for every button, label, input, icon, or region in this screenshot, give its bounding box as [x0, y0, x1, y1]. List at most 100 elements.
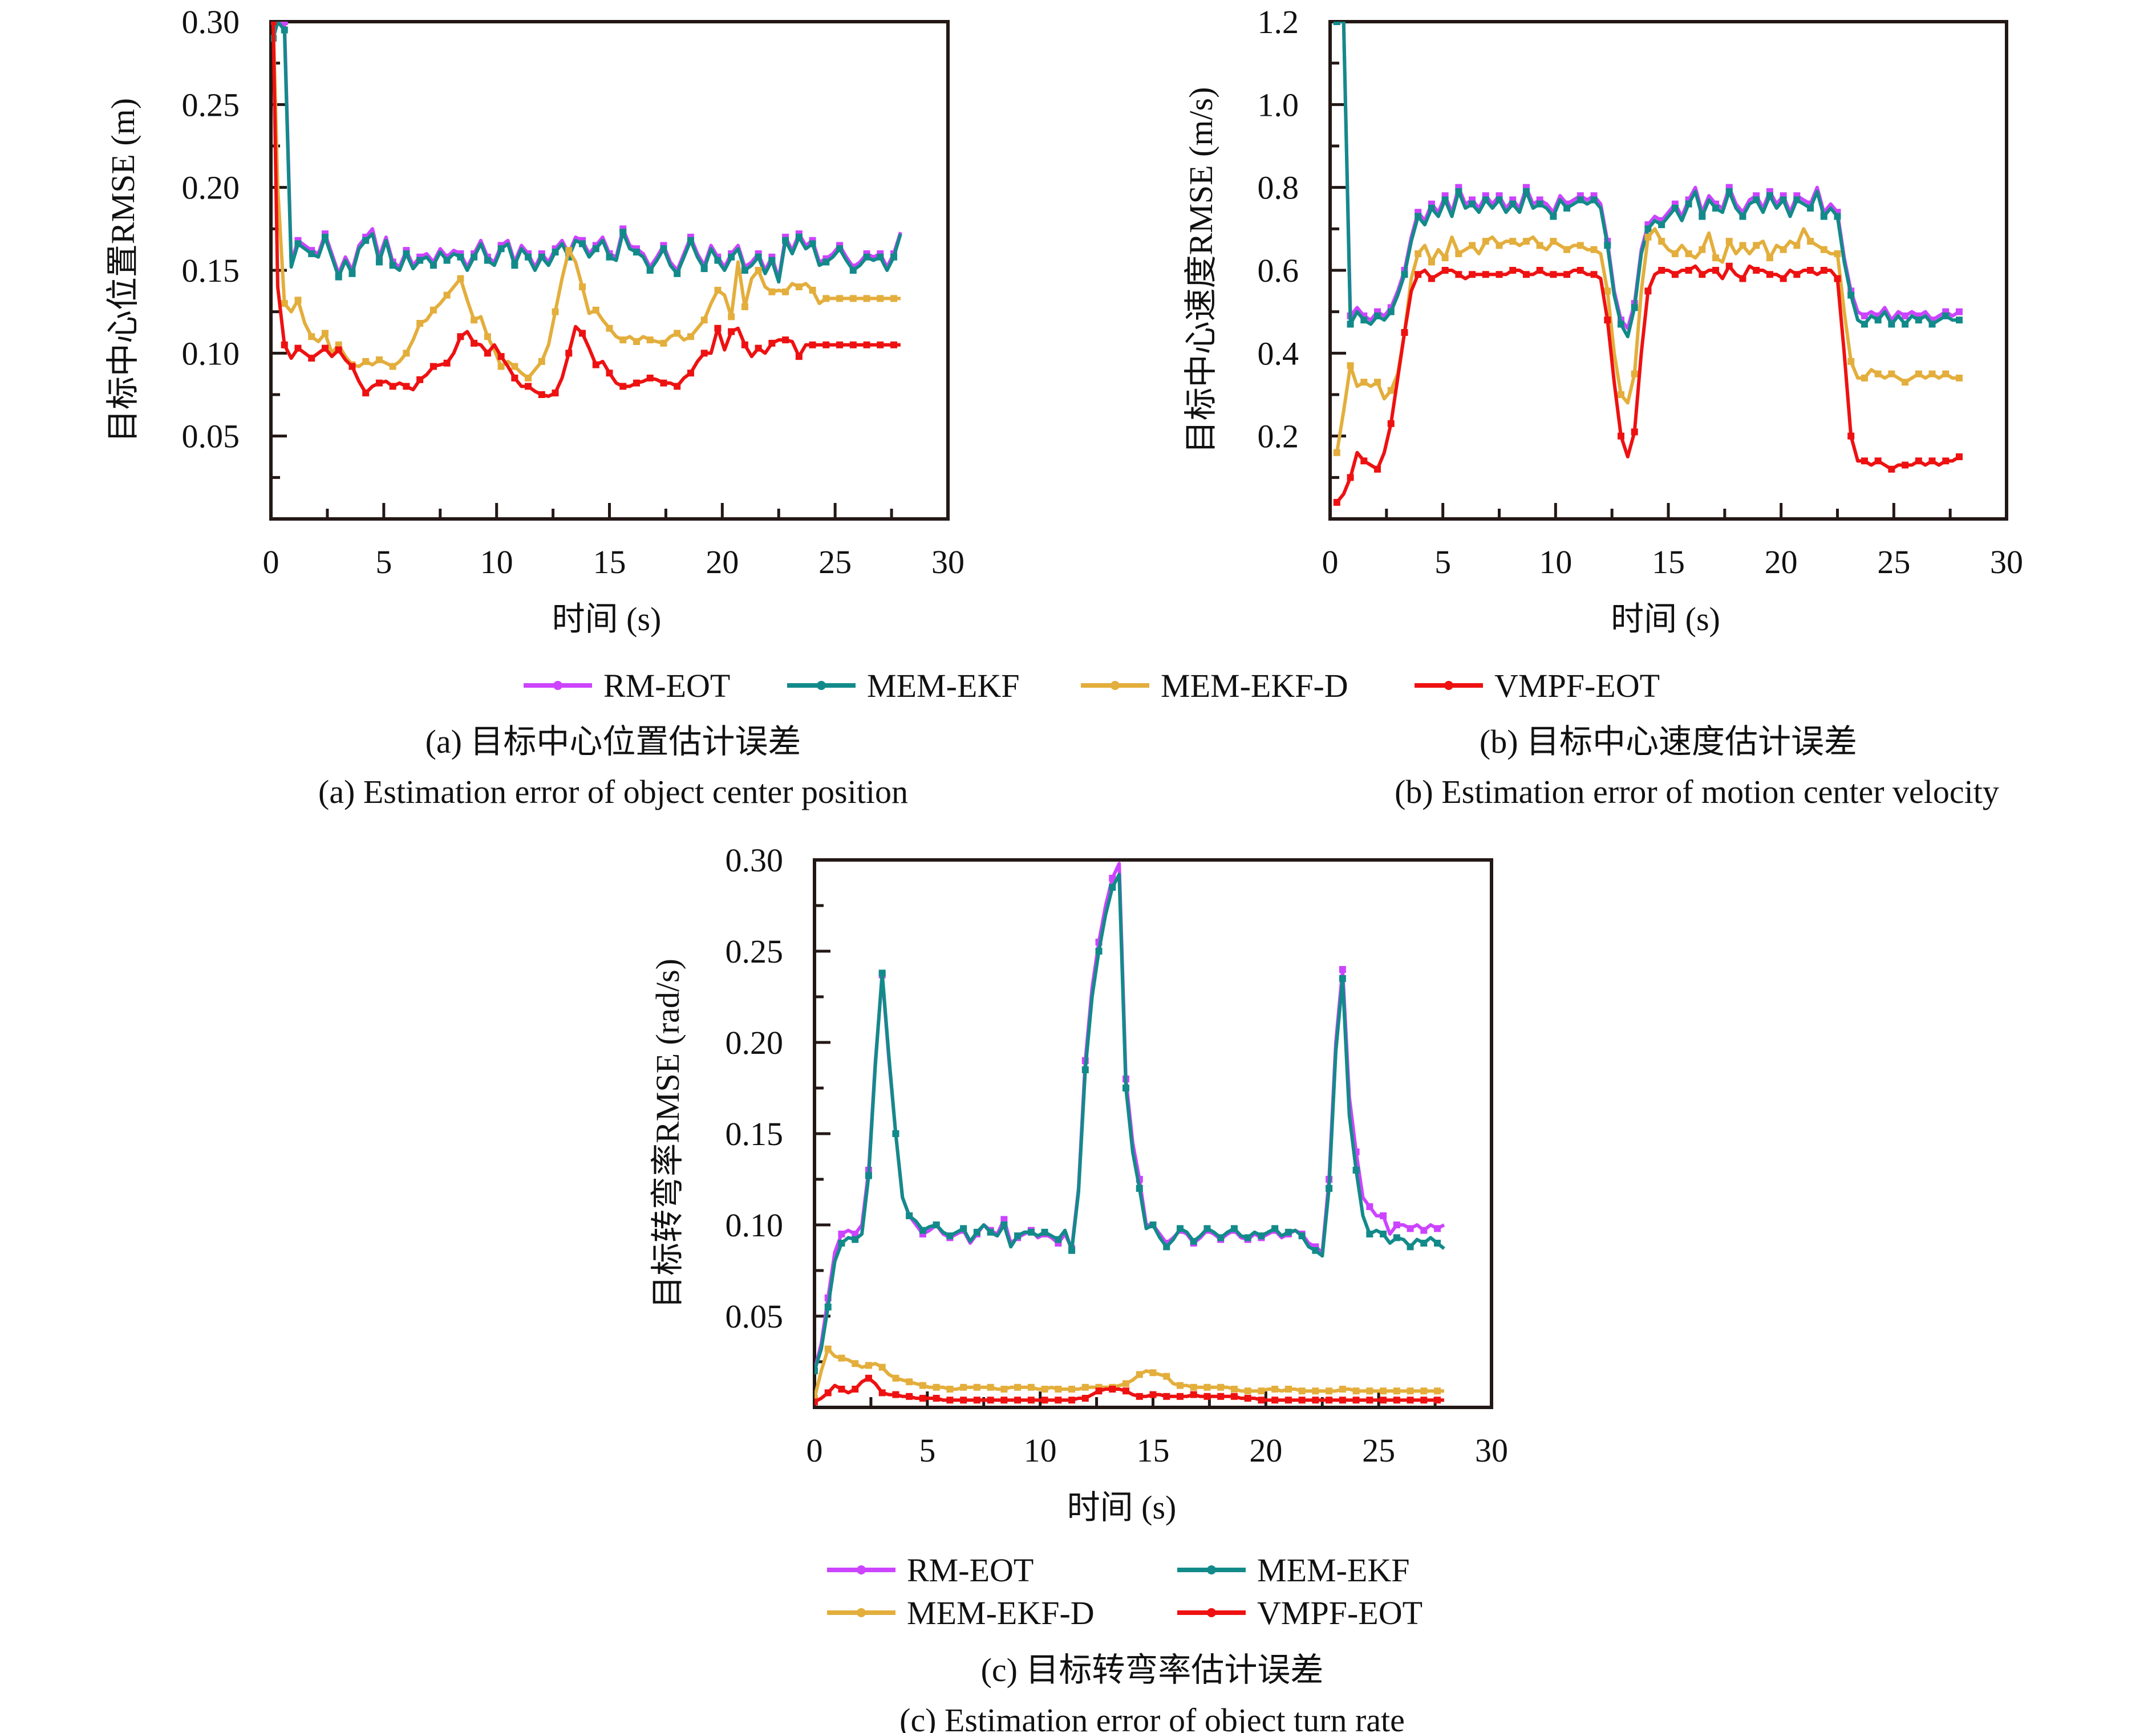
data-point-mem-ekf-d	[646, 336, 654, 344]
data-point-mem-ekf	[1244, 1234, 1251, 1241]
data-point-mem-ekf-d	[1333, 449, 1340, 456]
data-point-vmpf-eot	[700, 350, 708, 357]
data-point-mem-ekf	[878, 969, 886, 977]
data-point-mem-ekf	[674, 270, 681, 277]
data-point-vmpf-eot	[1428, 275, 1435, 282]
data-point-mem-ekf-d	[1041, 1386, 1048, 1393]
data-point-mem-ekf	[1333, 22, 1340, 25]
series-group	[271, 22, 902, 398]
data-point-mem-ekf	[836, 245, 844, 253]
data-point-mem-ekf-d	[687, 333, 694, 340]
data-point-mem-ekf-d	[592, 306, 599, 314]
data-point-mem-ekf-d	[1482, 238, 1489, 245]
data-point-mem-ekf-d	[633, 338, 640, 345]
legend-label: MEM-EKF	[867, 667, 1019, 704]
y-tick-label: 0.20	[726, 1024, 784, 1061]
data-point-mem-ekf-d	[457, 275, 464, 282]
data-point-mem-ekf	[1360, 316, 1368, 324]
x-tick-label: 30	[1475, 1432, 1508, 1469]
data-point-vmpf-eot	[768, 339, 776, 347]
data-point-mem-ekf-d	[1807, 238, 1814, 245]
data-point-vmpf-eot	[1190, 1391, 1197, 1398]
data-point-mem-ekf	[1563, 205, 1571, 212]
y-tick-label: 0.2	[1258, 418, 1299, 455]
data-point-vmpf-eot	[1725, 262, 1733, 270]
data-point-mem-ekf	[824, 1304, 832, 1310]
data-point-vmpf-eot	[1380, 1397, 1387, 1404]
caption-a-en: (a) Estimation error of object center po…	[318, 773, 908, 810]
data-point-vmpf-eot	[1874, 457, 1882, 465]
data-point-vmpf-eot	[1387, 420, 1395, 427]
data-point-mem-ekf	[281, 26, 288, 34]
data-point-vmpf-eot	[1739, 275, 1746, 282]
data-point-vmpf-eot	[389, 383, 396, 390]
data-point-vmpf-eot	[1496, 271, 1503, 278]
data-point-mem-ekf-d	[1455, 250, 1462, 257]
data-point-vmpf-eot	[824, 1389, 832, 1397]
data-point-mem-ekf-d	[1298, 1387, 1306, 1395]
data-point-mem-ekf-d	[1407, 1387, 1414, 1395]
data-point-mem-ekf	[1393, 1234, 1400, 1241]
data-point-vmpf-eot	[1455, 271, 1462, 278]
data-point-mem-ekf	[1928, 320, 1936, 328]
data-point-mem-ekf	[1766, 192, 1773, 200]
series-line-vmpf-eot	[1335, 264, 1960, 504]
data-point-vmpf-eot	[1055, 1397, 1062, 1404]
data-point-mem-ekf-d	[1550, 238, 1557, 245]
data-point-rm-eot	[1420, 1227, 1428, 1234]
data-point-vmpf-eot	[1644, 287, 1652, 295]
data-point-vmpf-eot	[416, 376, 424, 383]
series-line-mem-ekf	[271, 22, 902, 284]
data-point-mem-ekf	[1271, 1225, 1279, 1232]
y-tick-label: 1.2	[1258, 3, 1299, 40]
data-point-mem-ekf-d	[852, 1360, 859, 1367]
data-point-mem-ekf	[1326, 1185, 1333, 1192]
data-point-mem-ekf-d	[960, 1383, 967, 1391]
legend-label: RM-EOT	[907, 1552, 1034, 1589]
data-point-rm-eot	[1000, 1216, 1008, 1223]
data-point-vmpf-eot	[863, 341, 870, 348]
data-point-vmpf-eot	[606, 370, 613, 377]
data-point-mem-ekf	[375, 258, 383, 266]
data-point-mem-ekf-d	[1536, 242, 1543, 249]
data-point-vmpf-eot	[308, 355, 315, 362]
data-point-vmpf-eot	[1271, 1397, 1279, 1404]
x-tick-label: 20	[1765, 543, 1798, 581]
legend-marker	[857, 1565, 866, 1574]
data-point-mem-ekf-d	[1469, 242, 1476, 249]
data-point-mem-ekf	[1793, 196, 1801, 204]
data-point-vmpf-eot	[1563, 271, 1571, 278]
data-point-mem-ekf	[633, 249, 640, 256]
data-point-mem-ekf-d	[1604, 287, 1611, 295]
data-point-mem-ekf-d	[1753, 242, 1760, 249]
data-point-vmpf-eot	[375, 379, 383, 387]
data-point-mem-ekf	[1482, 196, 1489, 204]
data-point-mem-ekf	[1109, 884, 1116, 891]
data-point-mem-ekf	[714, 257, 722, 264]
data-point-vmpf-eot	[1258, 1397, 1265, 1404]
data-point-mem-ekf-d	[1352, 1387, 1360, 1395]
data-point-rm-eot	[1109, 875, 1116, 882]
data-point-vmpf-eot	[1339, 1397, 1346, 1404]
data-point-vmpf-eot	[728, 328, 735, 335]
x-tick-label: 10	[480, 543, 513, 581]
data-point-mem-ekf-d	[471, 316, 478, 324]
data-point-vmpf-eot	[1536, 267, 1543, 274]
data-point-mem-ekf	[1861, 320, 1868, 328]
data-point-vmpf-eot	[294, 344, 302, 352]
data-point-mem-ekf	[1380, 1231, 1387, 1237]
data-point-mem-ekf-d	[1000, 1386, 1008, 1393]
data-point-mem-ekf	[1955, 316, 1963, 324]
data-point-vmpf-eot	[1374, 465, 1381, 473]
data-point-mem-ekf	[1509, 200, 1517, 208]
data-point-vmpf-eot	[1834, 275, 1841, 282]
data-point-mem-ekf	[552, 249, 559, 256]
data-point-mem-ekf	[1915, 316, 1922, 324]
data-point-mem-ekf-d	[824, 1345, 832, 1353]
data-point-mem-ekf-d	[782, 288, 789, 295]
data-point-mem-ekf	[1807, 205, 1814, 212]
data-point-mem-ekf	[1190, 1237, 1197, 1245]
data-point-mem-ekf	[362, 237, 370, 244]
caption-b-cn: (b) 目标中心速度估计误差	[1480, 723, 1857, 760]
